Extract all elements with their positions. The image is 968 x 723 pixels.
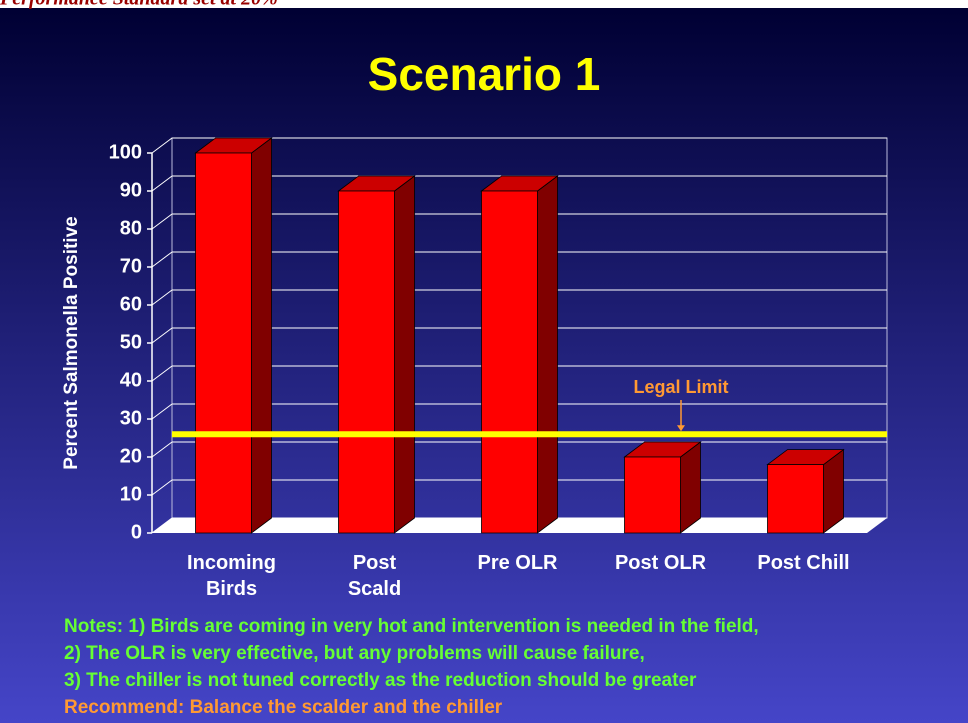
- x-tick-label: Post Chill: [757, 552, 850, 574]
- y-tick-label: 80: [120, 217, 142, 239]
- y-tick-label: 50: [120, 331, 142, 353]
- x-tick-label: Incoming Birds: [187, 552, 276, 600]
- chart-title: Scenario 1: [368, 48, 601, 100]
- grid-line: [151, 479, 173, 496]
- reference-label: Legal Limit: [633, 377, 728, 397]
- bar-face: [481, 190, 538, 534]
- grid-line: [151, 403, 173, 420]
- bar-face: [537, 175, 558, 534]
- y-tick-label: 20: [120, 445, 142, 467]
- x-tick-label: Post OLR: [614, 552, 707, 574]
- grid-line: [151, 517, 173, 534]
- note: 2) The OLR is very effective, but any pr…: [64, 643, 645, 664]
- y-tick-label: 60: [120, 293, 142, 315]
- x-tick-label: Pre OLR: [477, 552, 558, 574]
- x-tick-label: Post Scald: [347, 552, 402, 600]
- y-tick-label: 0: [131, 521, 142, 543]
- y-axis-label: Percent Salmonella Positive: [61, 216, 82, 469]
- y-tick-label: 30: [120, 407, 142, 429]
- y-tick-label: 90: [120, 179, 142, 201]
- grid-line: [151, 213, 173, 230]
- note: Notes: 1) Birds are coming in very hot a…: [64, 616, 759, 637]
- bar-face: [251, 137, 272, 534]
- header: Performance Standard set at 20%: [0, 0, 278, 10]
- note: Recommend: Balance the scalder and the c…: [64, 697, 503, 718]
- y-tick-label: 40: [120, 369, 142, 391]
- bar-face: [394, 175, 415, 534]
- bar: [766, 448, 845, 534]
- bar: [194, 137, 273, 534]
- grid-line: [151, 441, 173, 458]
- grid-line: [151, 365, 173, 382]
- grid-line: [151, 251, 173, 268]
- bar-face: [680, 441, 701, 534]
- y-tick-label: 70: [120, 255, 142, 277]
- y-tick-label: 100: [109, 141, 142, 163]
- grid-line: [151, 327, 173, 344]
- bar: [623, 441, 702, 534]
- bar: [337, 175, 416, 534]
- bar-face: [767, 464, 824, 534]
- bar-face: [195, 152, 252, 534]
- grid-line: [151, 137, 173, 154]
- grid-line: [151, 289, 173, 306]
- bar-face: [338, 190, 395, 534]
- bar: [480, 175, 559, 534]
- note: 3) The chiller is not tuned correctly as…: [64, 670, 697, 691]
- grid-line: [151, 175, 173, 192]
- y-tick-label: 10: [120, 483, 142, 505]
- arrow-head: [677, 425, 685, 432]
- bar-face: [624, 456, 681, 534]
